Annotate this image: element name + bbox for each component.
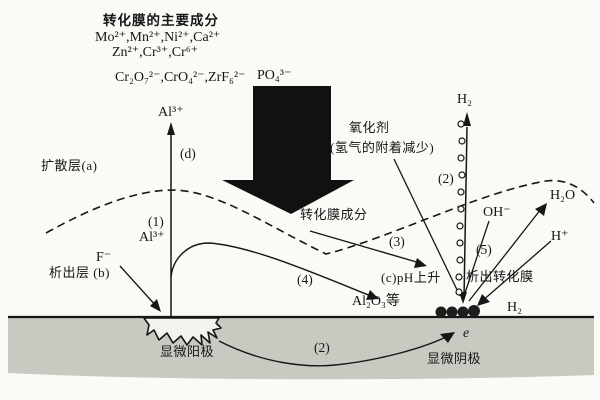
oxidant-pointer-line — [393, 158, 461, 297]
ph-rise-label: (c)pH上升 — [381, 270, 441, 285]
fluoride-label: F⁻ — [96, 250, 112, 265]
hydrogen-bubble-line — [463, 126, 468, 300]
hydroxide-line — [463, 220, 490, 297]
step-4-label: (4) — [297, 272, 313, 287]
hydrogen-surface-label: H₂ — [507, 300, 522, 315]
film-anions-row: Cr₂O₇²⁻,CrO₄²⁻,ZrF₆²⁻ — [115, 70, 246, 85]
film-cations-row2: Zn²⁺,Cr³⁺,Cr⁶⁺ — [112, 45, 198, 60]
phosphate-label: PO₄³⁻ — [257, 68, 292, 83]
film-cations-row1: Mo²⁺,Mn²⁺,Ni²⁺,Ca²⁺ — [95, 30, 221, 45]
reaction-3-line — [309, 230, 421, 264]
electron-flow-curve — [218, 334, 451, 367]
step-1-label: (1) — [148, 214, 164, 229]
reaction-4-curve — [170, 242, 372, 297]
micro-anode-label: 显微阳极 — [160, 344, 215, 359]
micro-anode-pit — [143, 317, 222, 346]
water-arrow-line — [468, 208, 542, 302]
micro-cathode-label: 显微阴极 — [427, 351, 482, 366]
fluoride-arrowhead — [150, 299, 161, 312]
step-2-upper-label: (2) — [438, 171, 454, 186]
reaction-4-arrowhead — [366, 290, 379, 300]
oxidant-label: 氧化剂 — [349, 120, 390, 135]
fluoride-arrow-line — [119, 265, 158, 308]
proton-arrowhead — [477, 294, 490, 306]
electron-label: e — [463, 326, 470, 341]
film-components-title: 转化膜的主要成分 — [103, 13, 219, 28]
deposited-film-label: 析出转化膜 — [466, 269, 534, 284]
film-component-label: 转化膜成分 — [300, 207, 368, 222]
deposited-film-particles — [435, 305, 480, 318]
step-2-lower-label: (2) — [314, 340, 330, 355]
substrate-grain-texture — [8, 317, 594, 380]
deposit-layer-label: 析出层 (b) — [49, 265, 110, 280]
al-ion-up-arrowhead — [167, 122, 175, 135]
big-down-arrow-icon — [222, 86, 354, 214]
step-5-label: (5) — [476, 242, 492, 257]
hydrogen-top-label: H₂ — [457, 92, 472, 107]
alumina-label: Al₂O₃等 — [352, 294, 400, 309]
hydrogen-up-arrowhead — [463, 112, 471, 126]
reaction-3-arrowhead — [414, 258, 427, 268]
proton-arrow-line — [480, 240, 552, 303]
electron-flow-arrowhead — [440, 332, 455, 343]
al-ion-top-label: Al³⁺ — [158, 105, 184, 120]
water-label: H₂O — [550, 188, 576, 203]
hydroxide-label: OH⁻ — [483, 205, 511, 220]
diffusion-layer-label: 扩散层(a) — [41, 158, 98, 173]
diffusion-layer-dashed-curve — [45, 179, 595, 255]
hydrogen-bubbles — [455, 120, 466, 296]
oxidant-note-label: (氢气的附着减少) — [330, 140, 435, 155]
water-arrowhead — [535, 203, 547, 216]
proton-label: H⁺ — [551, 229, 569, 244]
step-d-label: (d) — [180, 146, 196, 161]
step-3-label: (3) — [389, 234, 405, 249]
al-ion-inner-label: Al³⁺ — [139, 230, 165, 245]
